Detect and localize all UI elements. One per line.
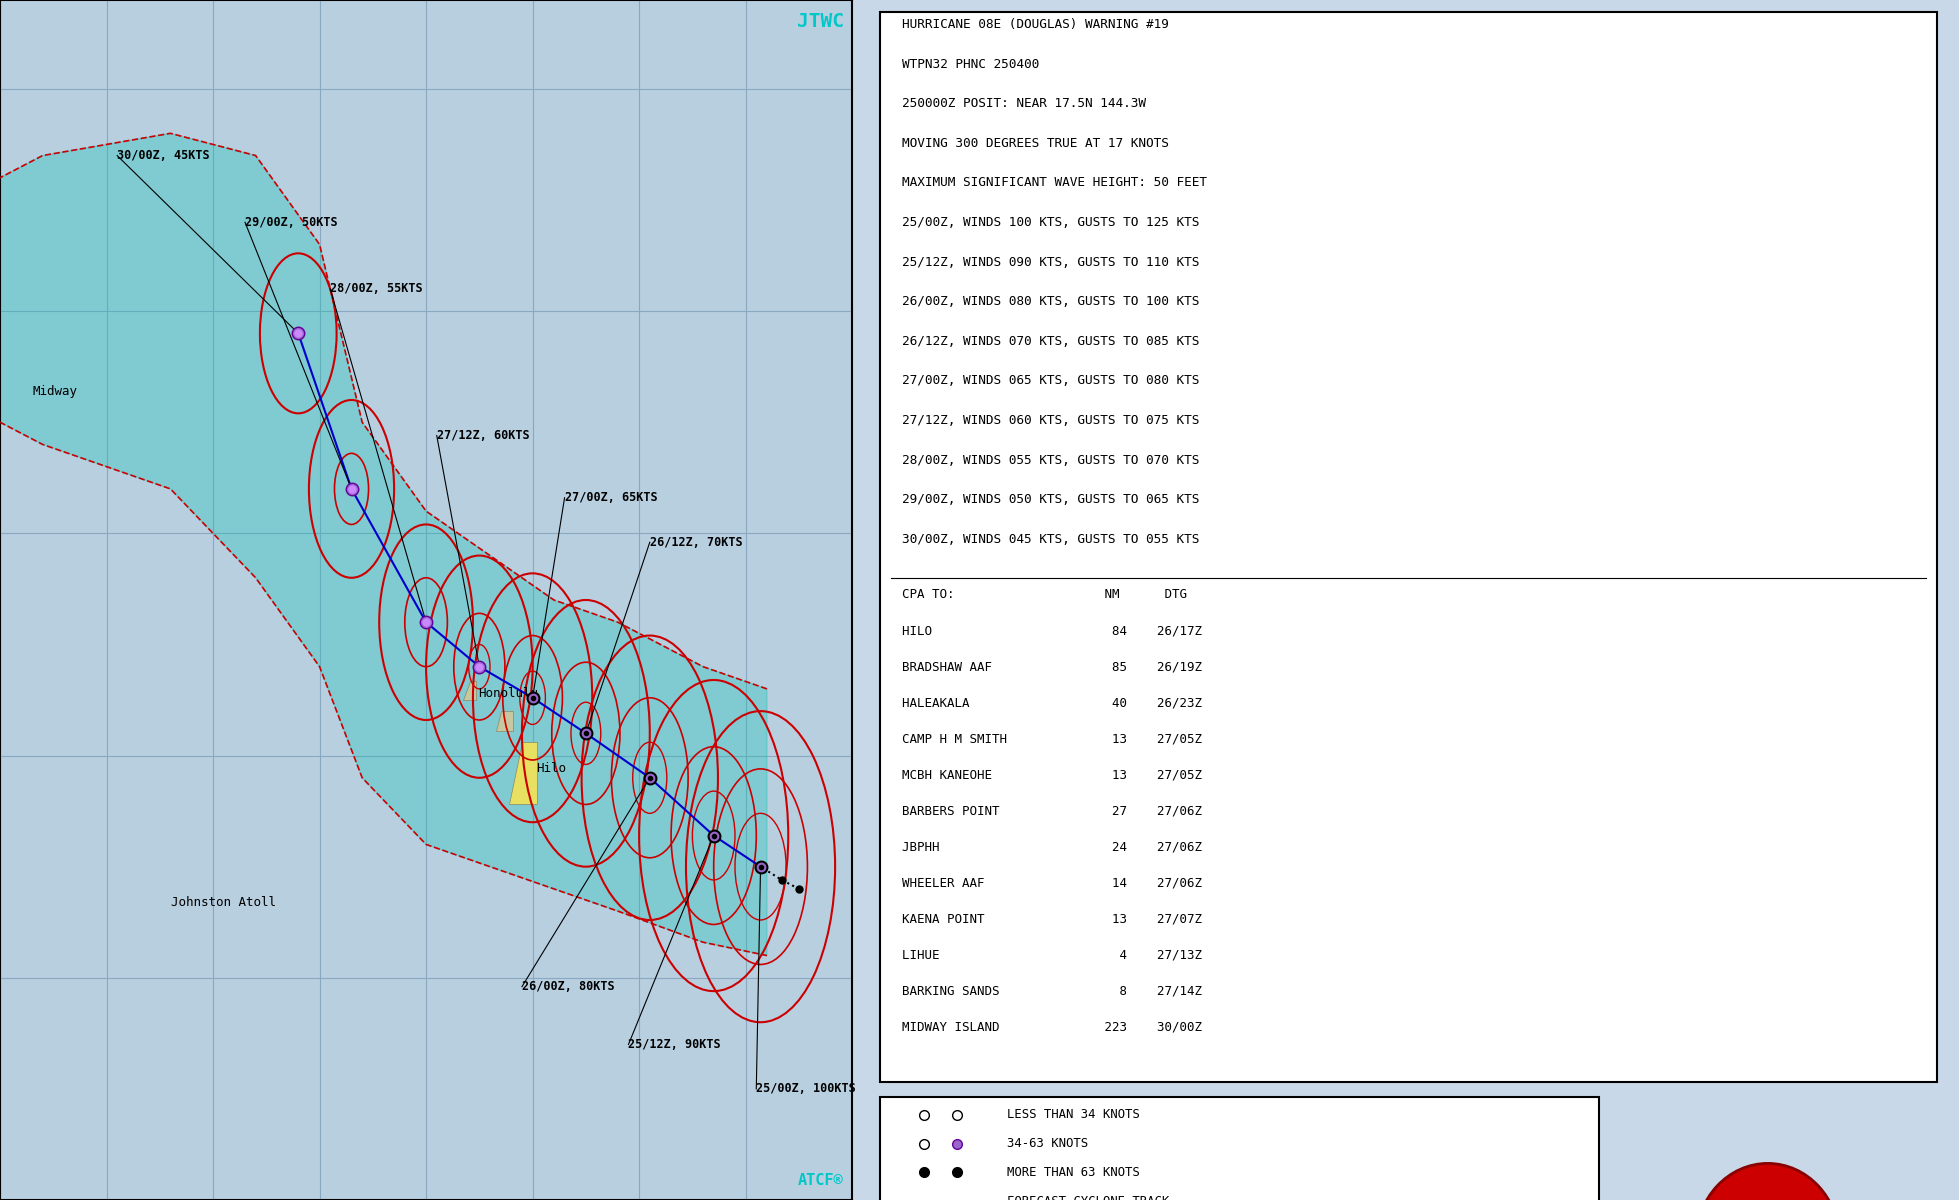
Text: HURRICANE 08E (DOUGLAS) WARNING #19: HURRICANE 08E (DOUGLAS) WARNING #19	[901, 18, 1170, 31]
Text: 29/00Z, 50KTS: 29/00Z, 50KTS	[245, 216, 337, 229]
Text: CPA TO:                    NM      DTG: CPA TO: NM DTG	[901, 588, 1187, 601]
Text: 28/00Z, 55KTS: 28/00Z, 55KTS	[331, 282, 423, 295]
Text: KAENA POINT                 13    27/07Z: KAENA POINT 13 27/07Z	[901, 912, 1203, 925]
Text: CAMP H M SMITH              13    27/05Z: CAMP H M SMITH 13 27/05Z	[901, 732, 1203, 745]
Text: Hilo: Hilo	[537, 762, 566, 775]
Text: 27/00Z, 65KTS: 27/00Z, 65KTS	[564, 491, 656, 504]
Text: 26/00Z, 80KTS: 26/00Z, 80KTS	[521, 980, 615, 994]
Text: 30/00Z, WINDS 045 KTS, GUSTS TO 055 KTS: 30/00Z, WINDS 045 KTS, GUSTS TO 055 KTS	[901, 533, 1199, 546]
Text: 29/00Z, WINDS 050 KTS, GUSTS TO 065 KTS: 29/00Z, WINDS 050 KTS, GUSTS TO 065 KTS	[901, 493, 1199, 506]
Text: MCBH KANEOHE                13    27/05Z: MCBH KANEOHE 13 27/05Z	[901, 768, 1203, 781]
FancyBboxPatch shape	[880, 12, 1937, 1082]
Text: ATCF®: ATCF®	[797, 1174, 844, 1188]
Text: MAXIMUM SIGNIFICANT WAVE HEIGHT: 50 FEET: MAXIMUM SIGNIFICANT WAVE HEIGHT: 50 FEET	[901, 176, 1207, 190]
Text: 26/12Z, WINDS 070 KTS, GUSTS TO 085 KTS: 26/12Z, WINDS 070 KTS, GUSTS TO 085 KTS	[901, 335, 1199, 348]
Text: LESS THAN 34 KNOTS: LESS THAN 34 KNOTS	[1007, 1109, 1140, 1121]
Text: 27/00Z, WINDS 065 KTS, GUSTS TO 080 KTS: 27/00Z, WINDS 065 KTS, GUSTS TO 080 KTS	[901, 374, 1199, 388]
Text: 25/12Z, WINDS 090 KTS, GUSTS TO 110 KTS: 25/12Z, WINDS 090 KTS, GUSTS TO 110 KTS	[901, 256, 1199, 269]
Polygon shape	[0, 133, 768, 955]
Polygon shape	[462, 680, 476, 700]
Text: 27/12Z, WINDS 060 KTS, GUSTS TO 075 KTS: 27/12Z, WINDS 060 KTS, GUSTS TO 075 KTS	[901, 414, 1199, 427]
Text: Johnston Atoll: Johnston Atoll	[170, 895, 276, 908]
Text: BRADSHAW AAF                85    26/19Z: BRADSHAW AAF 85 26/19Z	[901, 660, 1203, 673]
Text: Honolulu: Honolulu	[478, 686, 539, 700]
Polygon shape	[509, 743, 537, 804]
Text: LIHUE                        4    27/13Z: LIHUE 4 27/13Z	[901, 948, 1203, 961]
Text: 27/12Z, 60KTS: 27/12Z, 60KTS	[437, 430, 529, 442]
Text: JBPHH                       24    27/06Z: JBPHH 24 27/06Z	[901, 840, 1203, 853]
Text: FORECAST CYCLONE TRACK: FORECAST CYCLONE TRACK	[1007, 1195, 1170, 1200]
Text: 25/00Z, 100KTS: 25/00Z, 100KTS	[756, 1082, 856, 1096]
Text: BARKING SANDS                8    27/14Z: BARKING SANDS 8 27/14Z	[901, 984, 1203, 997]
Text: 26/12Z, 70KTS: 26/12Z, 70KTS	[650, 535, 742, 548]
Polygon shape	[496, 712, 513, 731]
Text: JTWC: JTWC	[797, 12, 844, 31]
Text: 26/00Z, WINDS 080 KTS, GUSTS TO 100 KTS: 26/00Z, WINDS 080 KTS, GUSTS TO 100 KTS	[901, 295, 1199, 308]
Text: HILO                        84    26/17Z: HILO 84 26/17Z	[901, 624, 1203, 637]
Text: 25/00Z, WINDS 100 KTS, GUSTS TO 125 KTS: 25/00Z, WINDS 100 KTS, GUSTS TO 125 KTS	[901, 216, 1199, 229]
Text: 30/00Z, 45KTS: 30/00Z, 45KTS	[118, 149, 210, 162]
Text: WTPN32 PHNC 250400: WTPN32 PHNC 250400	[901, 58, 1038, 71]
Text: BARBERS POINT               27    27/06Z: BARBERS POINT 27 27/06Z	[901, 804, 1203, 817]
Text: MORE THAN 63 KNOTS: MORE THAN 63 KNOTS	[1007, 1166, 1140, 1178]
Text: MOVING 300 DEGREES TRUE AT 17 KNOTS: MOVING 300 DEGREES TRUE AT 17 KNOTS	[901, 137, 1170, 150]
Text: MIDWAY ISLAND              223    30/00Z: MIDWAY ISLAND 223 30/00Z	[901, 1020, 1203, 1033]
FancyBboxPatch shape	[880, 1097, 1599, 1200]
Circle shape	[1696, 1164, 1840, 1200]
Text: 250000Z POSIT: NEAR 17.5N 144.3W: 250000Z POSIT: NEAR 17.5N 144.3W	[901, 97, 1146, 110]
Text: WHEELER AAF                 14    27/06Z: WHEELER AAF 14 27/06Z	[901, 876, 1203, 889]
Text: 25/12Z, 90KTS: 25/12Z, 90KTS	[629, 1038, 721, 1051]
Text: Midway: Midway	[33, 385, 78, 397]
Text: HALEAKALA                   40    26/23Z: HALEAKALA 40 26/23Z	[901, 696, 1203, 709]
Text: 34-63 KNOTS: 34-63 KNOTS	[1007, 1138, 1089, 1150]
Text: 28/00Z, WINDS 055 KTS, GUSTS TO 070 KTS: 28/00Z, WINDS 055 KTS, GUSTS TO 070 KTS	[901, 454, 1199, 467]
